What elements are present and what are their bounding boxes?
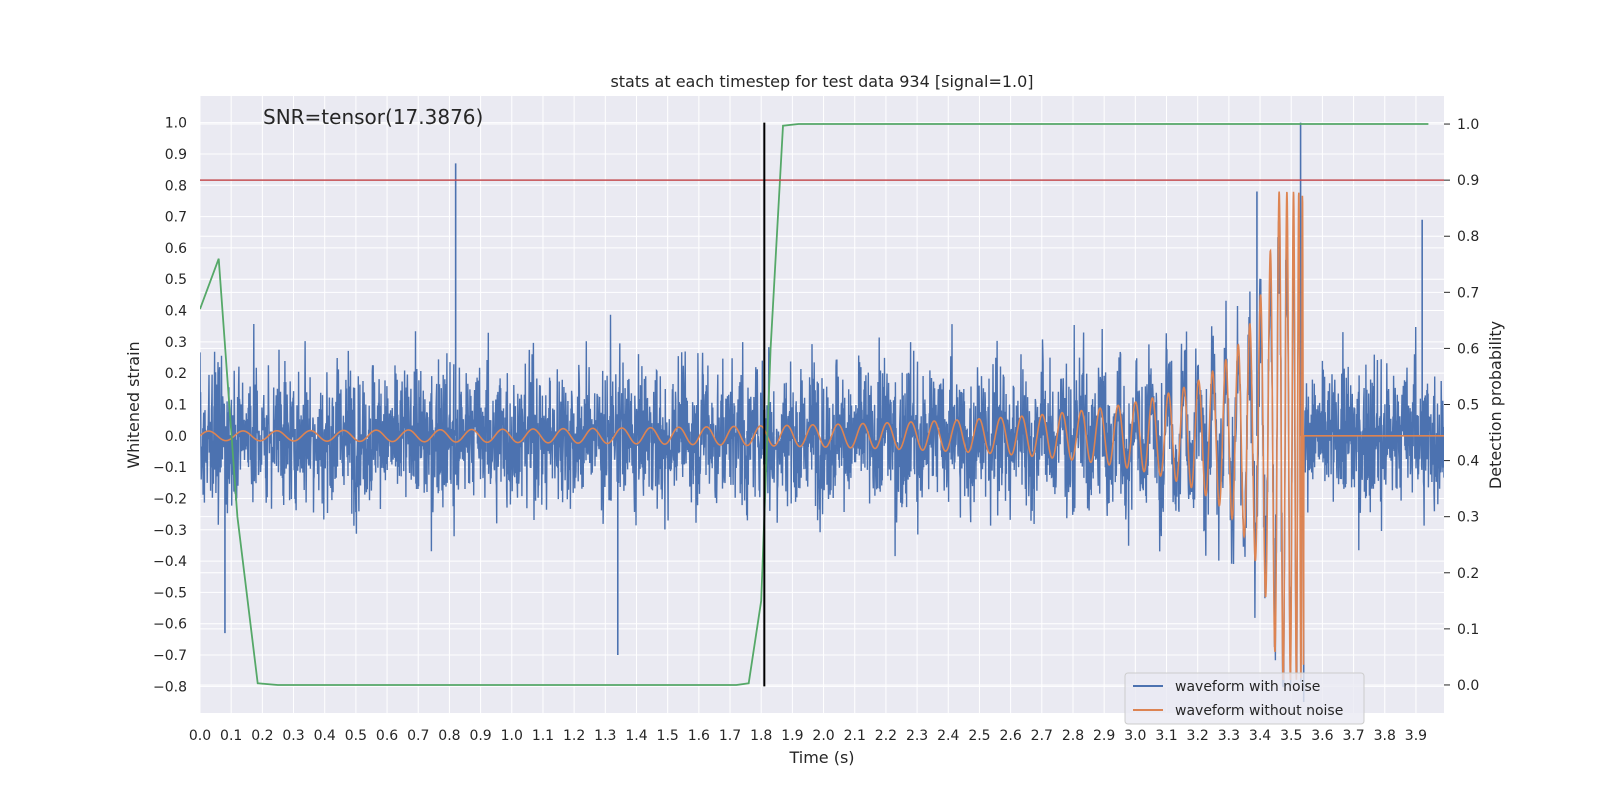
- reference-lines: [200, 122, 1444, 687]
- x-tick-label: 1.3: [594, 728, 616, 744]
- y2-tick-label: 0.5: [1457, 398, 1479, 414]
- x-tick-label: 0.0: [189, 728, 211, 744]
- x-tick-label: 2.7: [1031, 728, 1053, 744]
- y-tick-label: −0.6: [153, 617, 187, 633]
- x-tick-label: 1.8: [750, 728, 772, 744]
- y2-tick-label: 1.0: [1457, 117, 1479, 133]
- y-tick-label: 0.7: [165, 210, 187, 226]
- x-tick-label: 3.3: [1218, 728, 1240, 744]
- y2-tick-label: 0.3: [1457, 510, 1479, 526]
- x-tick-label: 3.1: [1155, 728, 1177, 744]
- y-tick-label: 0.4: [165, 304, 187, 320]
- x-tick-label: 1.0: [501, 728, 523, 744]
- x-tick-label: 0.8: [438, 728, 460, 744]
- x-tick-label: 2.5: [968, 728, 990, 744]
- plot-area: [200, 122, 1444, 703]
- x-tick-label: 3.6: [1311, 728, 1333, 744]
- y-tick-label: −0.5: [153, 585, 187, 601]
- x-axis-ticks: 0.0 0.1 0.2 0.3 0.4 0.5 0.6 0.7 0.8 0.9 1.0 1.1 1.2 1…: [189, 728, 1427, 744]
- x-tick-label: 0.4: [314, 728, 336, 744]
- snr-annotation: SNR=tensor(17.3876): [263, 105, 483, 129]
- y2-axis-ticks: 1.0 0.9 0.8 0.7 0.6 0.5 0.4 0.3 0.2 0.1 0.0: [1444, 117, 1479, 694]
- x-tick-label: 2.2: [875, 728, 897, 744]
- y2-axis-label: Detection probability: [1486, 321, 1505, 489]
- x-tick-label: 0.5: [345, 728, 367, 744]
- x-tick-label: 2.0: [812, 728, 834, 744]
- y2-tick-label: 0.7: [1457, 285, 1479, 301]
- x-tick-label: 3.5: [1280, 728, 1302, 744]
- y-tick-label: 0.0: [165, 429, 187, 445]
- y-tick-label: 0.9: [165, 147, 187, 163]
- x-axis-label: Time (s): [788, 748, 854, 767]
- y2-tick-label: 0.9: [1457, 173, 1479, 189]
- y-tick-label: 0.3: [165, 335, 187, 351]
- y-axis-label: Whitened strain: [124, 341, 143, 468]
- y2-tick-label: 0.4: [1457, 454, 1479, 470]
- x-tick-label: 3.4: [1249, 728, 1271, 744]
- x-tick-label: 1.1: [532, 728, 554, 744]
- x-tick-label: 3.9: [1405, 728, 1427, 744]
- legend-label-clean: waveform without noise: [1175, 703, 1343, 719]
- detection-probability-line: [200, 123, 1429, 686]
- x-tick-label: 0.7: [407, 728, 429, 744]
- y-tick-label: −0.4: [153, 554, 187, 570]
- y-tick-label: −0.2: [153, 491, 187, 507]
- x-tick-label: 2.6: [999, 728, 1021, 744]
- waveform-without-noise-series: [200, 191, 1444, 681]
- legend: waveform with noise waveform without noi…: [1124, 672, 1365, 725]
- legend-box: [1124, 672, 1365, 725]
- x-tick-label: 1.6: [688, 728, 710, 744]
- y-tick-label: −0.1: [153, 460, 187, 476]
- y-tick-label: 0.6: [165, 241, 187, 257]
- x-tick-label: 0.1: [220, 728, 242, 744]
- y-tick-label: 0.1: [165, 398, 187, 414]
- legend-label-noise: waveform with noise: [1175, 679, 1320, 695]
- y-tick-label: 0.2: [165, 366, 187, 382]
- x-tick-label: 3.0: [1124, 728, 1146, 744]
- y-tick-label: −0.8: [153, 679, 187, 695]
- x-tick-label: 0.2: [251, 728, 273, 744]
- x-tick-label: 3.7: [1342, 728, 1364, 744]
- chart-title: stats at each timestep for test data 934…: [610, 72, 1033, 91]
- x-tick-label: 2.9: [1093, 728, 1115, 744]
- y2-tick-label: 0.1: [1457, 622, 1479, 638]
- x-tick-label: 2.3: [906, 728, 928, 744]
- x-tick-label: 1.2: [563, 728, 585, 744]
- x-tick-label: 0.9: [469, 728, 491, 744]
- x-tick-label: 0.3: [282, 728, 304, 744]
- waveform-without-noise-line: [200, 191, 1444, 681]
- x-tick-label: 2.4: [937, 728, 959, 744]
- y-tick-label: 1.0: [165, 116, 187, 132]
- y-tick-label: −0.3: [153, 523, 187, 539]
- detection-probability-series: [200, 123, 1429, 686]
- y2-tick-label: 0.2: [1457, 566, 1479, 582]
- x-tick-label: 1.4: [625, 728, 647, 744]
- y-tick-label: 0.8: [165, 178, 187, 194]
- x-tick-label: 0.6: [376, 728, 398, 744]
- x-tick-label: 2.8: [1062, 728, 1084, 744]
- x-tick-label: 1.9: [781, 728, 803, 744]
- x-tick-label: 1.7: [719, 728, 741, 744]
- y-tick-label: 0.5: [165, 272, 187, 288]
- x-tick-label: 2.1: [844, 728, 866, 744]
- y-axis-ticks: 1.0 0.9 0.8 0.7 0.6 0.5 0.4 0.3 0.2 0.1 0.0 −0.1 −0.…: [153, 116, 187, 696]
- x-tick-label: 1.5: [657, 728, 679, 744]
- x-tick-label: 3.2: [1187, 728, 1209, 744]
- x-tick-label: 3.8: [1374, 728, 1396, 744]
- y2-tick-label: 0.0: [1457, 678, 1479, 694]
- y-tick-label: −0.7: [153, 648, 187, 664]
- y2-tick-label: 0.6: [1457, 341, 1479, 357]
- y2-tick-label: 0.8: [1457, 229, 1479, 245]
